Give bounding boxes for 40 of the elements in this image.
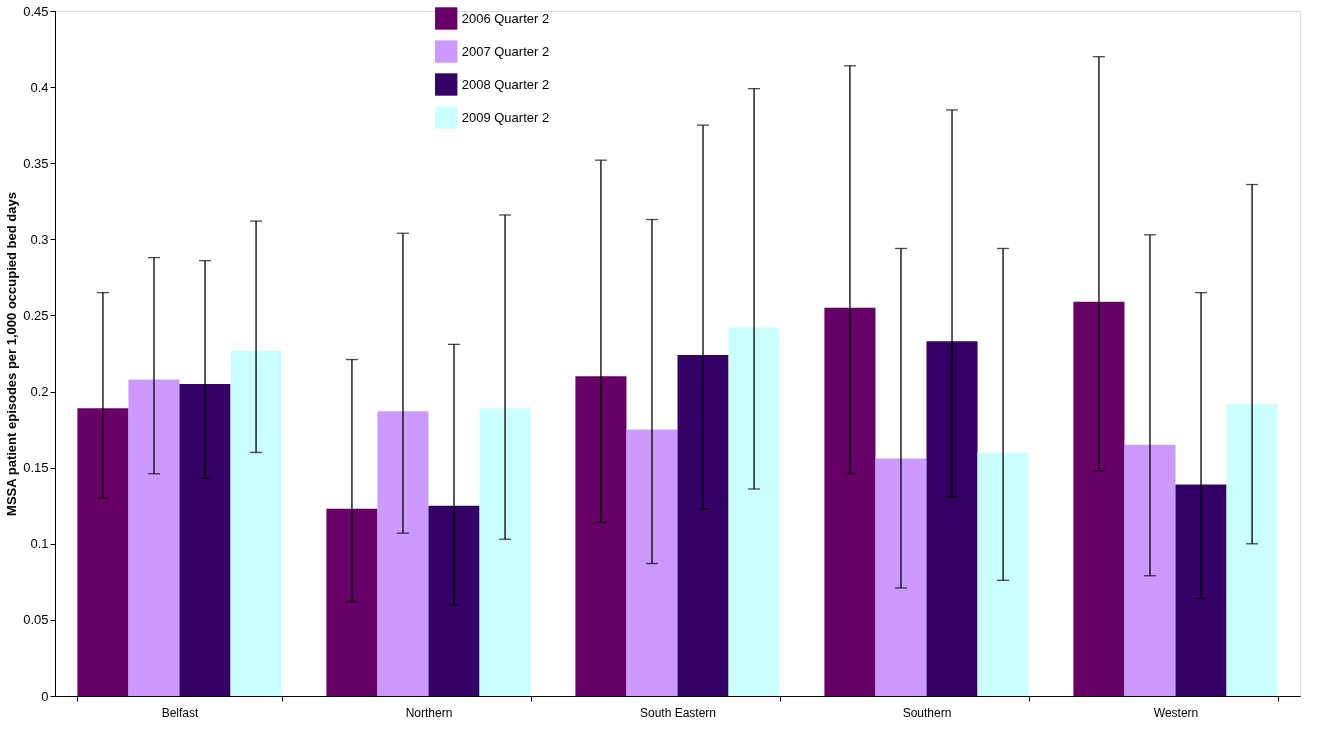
legend-label: 2009 Quarter 2	[461, 109, 550, 125]
bar	[377, 411, 429, 696]
y-tick-label: 0.25	[23, 307, 49, 323]
y-tick-label: 0.15	[23, 460, 49, 476]
x-tick-label: Northern	[405, 705, 453, 720]
bar	[926, 341, 978, 696]
bar	[875, 458, 927, 696]
bar	[128, 379, 180, 696]
bar	[1073, 301, 1125, 696]
bar	[428, 505, 480, 696]
bar	[1124, 444, 1176, 696]
bar	[1175, 484, 1227, 696]
y-tick-label: 0.35	[23, 155, 49, 171]
bar	[575, 376, 627, 696]
bar	[824, 307, 876, 696]
y-tick-label: 0.45	[23, 3, 49, 19]
bar	[977, 452, 1029, 696]
y-axis-title: MSSA patient episodes per 1,000 occupied bed days	[4, 192, 20, 516]
y-tick-label: 0.05	[23, 612, 49, 628]
bar	[1226, 403, 1278, 696]
legend-label: 2008 Quarter 2	[461, 76, 550, 92]
x-tick-label: Western	[1153, 705, 1199, 720]
bar	[728, 327, 780, 696]
bar	[626, 429, 678, 696]
y-tick-label: 0.3	[30, 231, 49, 247]
bar	[77, 408, 129, 696]
y-tick-label: 0	[41, 688, 49, 704]
bar	[230, 350, 282, 696]
x-tick-label: Belfast	[161, 705, 200, 720]
bar	[179, 383, 231, 696]
x-tick-label: Southern	[902, 705, 952, 720]
legend-label: 2007 Quarter 2	[461, 43, 550, 59]
bar	[479, 408, 531, 696]
bar	[326, 508, 378, 696]
y-tick-label: 0.4	[30, 79, 49, 95]
bar	[677, 355, 729, 696]
y-tick-label: 0.1	[30, 536, 49, 552]
x-tick-label: South Eastern	[639, 705, 717, 720]
y-tick-label: 0.2	[30, 384, 49, 400]
legend-label: 2006 Quarter 2	[461, 10, 550, 26]
